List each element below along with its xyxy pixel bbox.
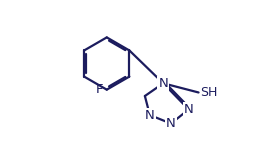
Text: F: F <box>96 83 104 96</box>
Text: N: N <box>158 77 168 90</box>
Text: N: N <box>145 109 155 122</box>
Text: N: N <box>184 103 194 116</box>
Text: N: N <box>166 117 176 130</box>
Text: SH: SH <box>200 86 217 99</box>
